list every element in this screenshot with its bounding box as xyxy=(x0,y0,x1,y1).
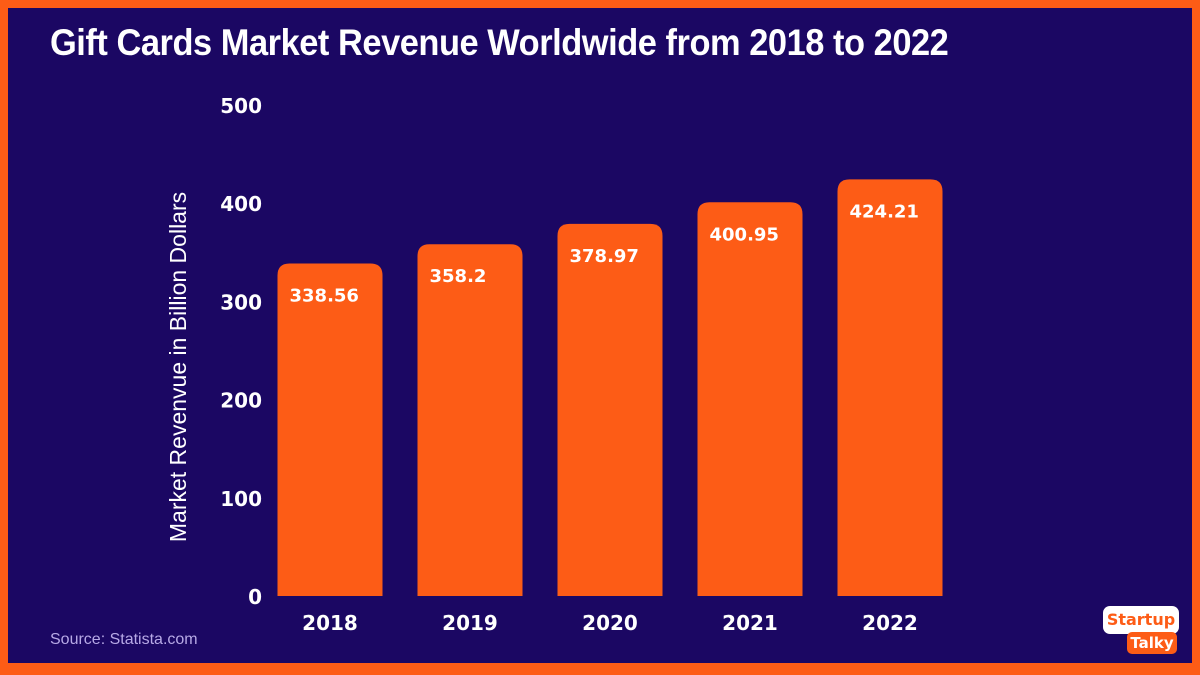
bar-2020 xyxy=(557,223,663,597)
bar-value-label: 358.2 xyxy=(430,266,487,287)
y-axis-ticks: 0 100 200 300 400 500 xyxy=(220,94,262,609)
y-tick-label: 0 xyxy=(248,585,262,609)
y-tick-label: 400 xyxy=(220,192,262,216)
bar-value-label: 338.56 xyxy=(290,286,359,307)
x-tick-label: 2019 xyxy=(442,611,498,635)
bar-2021 xyxy=(697,202,803,597)
x-axis-ticks: 2018 2019 2020 2021 2022 xyxy=(302,611,918,635)
bar-value-label: 424.21 xyxy=(850,201,919,222)
bar-2019 xyxy=(417,244,523,596)
logo-line1: Startup xyxy=(1103,606,1179,634)
bar-2018 xyxy=(277,263,383,596)
bar-value-label: 400.95 xyxy=(710,224,779,245)
bar-2022 xyxy=(837,179,943,596)
x-tick-label: 2018 xyxy=(302,611,358,635)
startuptalky-logo: Startup Talky xyxy=(1103,606,1181,658)
x-tick-label: 2020 xyxy=(582,611,638,635)
y-tick-label: 200 xyxy=(220,389,262,413)
chart-title: Gift Cards Market Revenue Worldwide from… xyxy=(50,22,949,63)
y-tick-label: 300 xyxy=(220,290,262,314)
x-tick-label: 2022 xyxy=(862,611,918,635)
y-tick-label: 500 xyxy=(220,94,262,118)
logo-line2: Talky xyxy=(1127,632,1177,654)
source-note: Source: Statista.com xyxy=(50,631,198,648)
bars: 338.56 358.2 378.97 400.95 424.21 xyxy=(277,179,943,597)
x-tick-label: 2021 xyxy=(722,611,778,635)
y-tick-label: 100 xyxy=(220,487,262,511)
y-axis-label: Market Revenvue in Billion Dollars xyxy=(165,192,191,542)
bar-value-label: 378.97 xyxy=(570,246,639,267)
